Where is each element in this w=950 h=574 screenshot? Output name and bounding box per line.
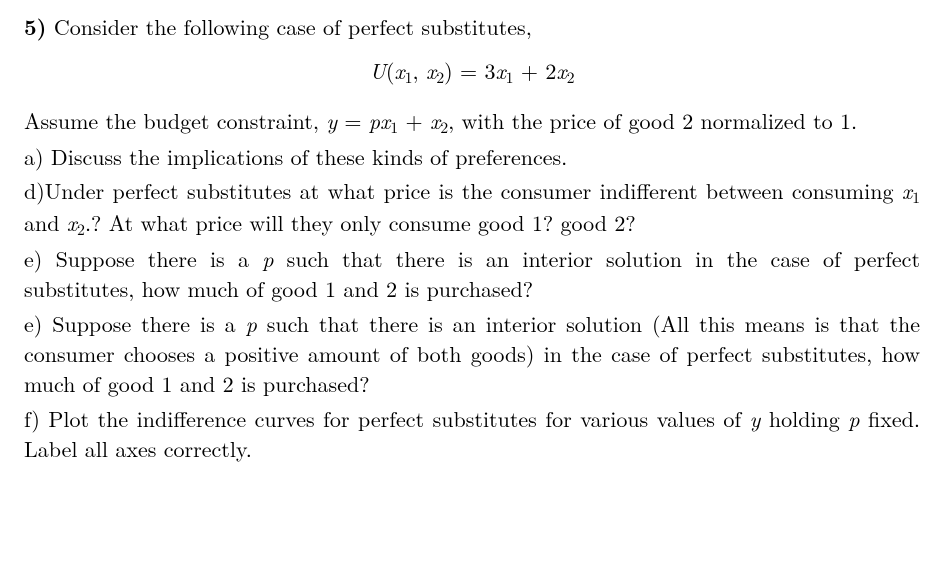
part-e1-pre: Suppose there is a: [56, 243, 263, 274]
question-number: 5): [24, 11, 46, 42]
part-d-pre: Under perfect substitutes at what price …: [45, 175, 902, 206]
part-d-x1-sub: 1: [912, 185, 920, 208]
budget-y: y: [326, 105, 337, 136]
part-e2-label: e): [24, 308, 52, 339]
utility-equation: U(x1, x2) = 3x1 + 2x2: [24, 56, 920, 88]
eq-x1-sub: 1: [405, 65, 413, 88]
part-a: a) Discuss the implications of these kin…: [24, 142, 920, 172]
part-f-mid: holding: [760, 403, 848, 434]
eq-rhs-x1-sub: 1: [506, 65, 514, 88]
eq-rhs-x2-sub: 2: [567, 65, 575, 88]
part-d-x2: x: [67, 207, 77, 238]
part-f-p: p: [848, 403, 859, 434]
part-f-y: y: [750, 403, 761, 434]
eq-x2: x: [426, 55, 436, 86]
part-f-label: f): [24, 403, 48, 434]
part-e1-p: p: [262, 243, 273, 274]
eq-x2-sub: 2: [436, 65, 444, 88]
budget-post: , with the price of good 2 normalized to…: [448, 105, 857, 136]
budget-p: p: [369, 105, 380, 136]
part-f-pre: Plot the indifference curves for perfect…: [48, 403, 749, 434]
part-d-x2-sub: 2: [77, 217, 85, 240]
part-e2: e) Suppose there is a p such that there …: [24, 309, 920, 400]
part-e2-p: p: [246, 308, 257, 339]
budget-x1-sub: 1: [390, 115, 398, 138]
eq-c2: 2: [545, 55, 556, 86]
eq-close-eq: ) =: [444, 55, 484, 86]
part-e1-label: e): [24, 243, 56, 274]
part-d: d)Under perfect substitutes at what pric…: [24, 176, 920, 240]
budget-x2-sub: 2: [440, 115, 448, 138]
eq-comma: ,: [413, 55, 426, 86]
budget-plus: +: [398, 105, 430, 136]
eq-x1: x: [394, 55, 404, 86]
eq-plus: +: [514, 55, 546, 86]
budget-x2: x: [430, 105, 440, 136]
part-d-x1: x: [902, 175, 912, 206]
eq-func: U: [369, 55, 385, 86]
budget-line: Assume the budget constraint, y = px1 + …: [24, 106, 920, 138]
part-a-text: Discuss the implications of these kinds …: [51, 141, 567, 172]
intro-text: Consider the following case of perfect s…: [54, 11, 532, 42]
eq-rhs-x2: x: [556, 55, 566, 86]
budget-eq: =: [337, 105, 369, 136]
part-e2-pre: Suppose there is a: [52, 308, 245, 339]
budget-x1: x: [380, 105, 390, 136]
intro-line: 5) Consider the following case of perfec…: [24, 12, 920, 42]
part-f: f) Plot the indifference curves for perf…: [24, 404, 920, 465]
part-d-label: d): [24, 175, 45, 206]
part-d-and: and: [24, 207, 67, 238]
eq-rhs-x1: x: [495, 55, 505, 86]
problem-page: 5) Consider the following case of perfec…: [0, 0, 950, 480]
part-a-label: a): [24, 141, 51, 172]
budget-pre: Assume the budget constraint,: [24, 105, 326, 136]
eq-c1: 3: [484, 55, 495, 86]
part-e1: e) Suppose there is a p such that there …: [24, 244, 920, 305]
part-d-post: .? At what price will they only consume …: [85, 207, 636, 238]
